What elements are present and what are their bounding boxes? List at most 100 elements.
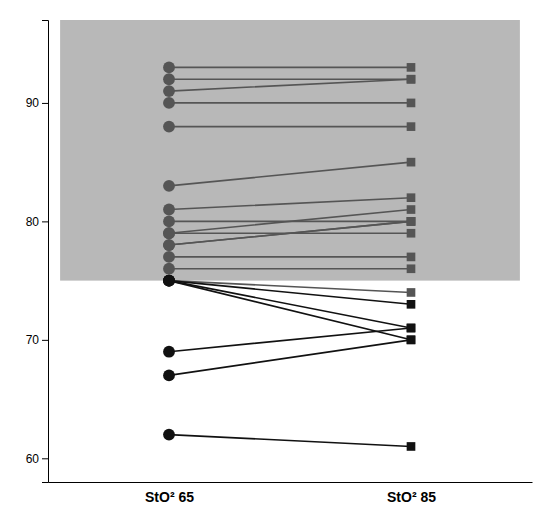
start-point bbox=[163, 227, 175, 239]
pair bbox=[163, 324, 415, 358]
start-point bbox=[163, 275, 175, 287]
pair bbox=[163, 121, 415, 133]
slope-line bbox=[169, 79, 411, 91]
slope-line bbox=[169, 67, 411, 69]
pair bbox=[163, 217, 415, 251]
start-point bbox=[163, 251, 175, 263]
end-point bbox=[407, 336, 416, 345]
pair bbox=[163, 217, 415, 251]
start-point bbox=[163, 275, 175, 287]
end-point bbox=[407, 63, 416, 72]
start-point bbox=[163, 97, 175, 109]
y-tick-label: 70 bbox=[26, 333, 40, 347]
plot: 60 70 80 90 StO² 65 StO² 85 bbox=[26, 20, 533, 505]
shaded-band bbox=[60, 20, 520, 281]
start-point bbox=[163, 275, 175, 287]
y-tick-label: 60 bbox=[26, 452, 40, 466]
y-axis-line bbox=[42, 21, 49, 483]
end-point bbox=[407, 217, 416, 226]
slope-line bbox=[169, 162, 411, 186]
end-point bbox=[407, 193, 416, 202]
slope-line bbox=[169, 126, 411, 128]
slope-line bbox=[169, 210, 411, 234]
pair bbox=[163, 158, 415, 192]
end-point bbox=[407, 75, 416, 84]
pair bbox=[163, 227, 415, 239]
pair bbox=[163, 97, 415, 109]
end-point bbox=[407, 324, 416, 333]
x-axis: StO² 65 StO² 85 bbox=[49, 483, 533, 505]
start-point bbox=[163, 121, 175, 133]
chart: 60 70 80 90 StO² 65 StO² 85 bbox=[0, 0, 552, 526]
end-point bbox=[407, 336, 416, 345]
y-tick-mark bbox=[42, 340, 48, 341]
start-point bbox=[163, 429, 175, 441]
pair bbox=[163, 275, 415, 309]
y-tick-mark bbox=[42, 103, 48, 104]
slope-line bbox=[169, 268, 411, 270]
pair bbox=[163, 275, 415, 344]
start-point bbox=[163, 215, 175, 227]
end-point bbox=[407, 99, 416, 108]
pair bbox=[163, 61, 415, 73]
slope-line bbox=[169, 281, 411, 293]
start-point bbox=[163, 85, 175, 97]
slope-line bbox=[169, 198, 411, 210]
end-point bbox=[407, 288, 416, 297]
y-tick: 70 bbox=[26, 333, 48, 347]
pair bbox=[163, 205, 415, 239]
slope-line bbox=[169, 281, 411, 328]
y-tick: 80 bbox=[26, 215, 48, 229]
pair bbox=[163, 73, 415, 85]
start-point bbox=[163, 369, 175, 381]
end-point bbox=[407, 300, 416, 309]
x-axis-line bbox=[49, 482, 533, 483]
slope-line bbox=[169, 102, 411, 104]
y-tick-mark bbox=[42, 458, 48, 459]
y-tick-label: 90 bbox=[26, 96, 40, 110]
end-point bbox=[407, 264, 416, 273]
x-tick-label: StO² 65 bbox=[145, 489, 194, 505]
start-point bbox=[163, 263, 175, 275]
pair bbox=[163, 75, 415, 97]
y-axis: 60 70 80 90 bbox=[26, 21, 49, 483]
slope-line bbox=[169, 221, 411, 245]
y-tick: 90 bbox=[26, 96, 48, 110]
pair bbox=[163, 263, 415, 275]
start-point bbox=[163, 180, 175, 192]
slope-line bbox=[169, 221, 411, 223]
pair bbox=[163, 275, 415, 333]
x-tick: StO² 85 bbox=[387, 489, 436, 505]
end-point bbox=[407, 158, 416, 167]
end-point bbox=[407, 217, 416, 226]
start-point bbox=[163, 227, 175, 239]
y-tick-mark bbox=[42, 221, 48, 222]
pair bbox=[163, 193, 415, 215]
end-point bbox=[407, 253, 416, 262]
slope-line bbox=[169, 340, 411, 376]
x-tick-label: StO² 85 bbox=[387, 489, 436, 505]
slope-line bbox=[169, 435, 411, 447]
start-point bbox=[163, 73, 175, 85]
start-point bbox=[163, 275, 175, 287]
slope-line bbox=[169, 232, 411, 234]
pair bbox=[163, 429, 415, 451]
y-tick-label: 80 bbox=[26, 215, 40, 229]
slope-line bbox=[169, 78, 411, 80]
y-tick: 60 bbox=[26, 452, 48, 466]
end-point bbox=[407, 75, 416, 84]
x-tick: StO² 65 bbox=[145, 489, 194, 505]
end-point bbox=[407, 205, 416, 214]
end-point bbox=[407, 442, 416, 451]
slope-line bbox=[169, 281, 411, 305]
slope-line bbox=[169, 328, 411, 352]
end-point bbox=[407, 122, 416, 131]
start-point bbox=[163, 239, 175, 251]
slope-line bbox=[169, 256, 411, 258]
pair bbox=[163, 251, 415, 263]
slope-line bbox=[169, 221, 411, 245]
pair bbox=[163, 215, 415, 227]
end-point bbox=[407, 217, 416, 226]
pair bbox=[163, 336, 415, 382]
start-point bbox=[163, 239, 175, 251]
